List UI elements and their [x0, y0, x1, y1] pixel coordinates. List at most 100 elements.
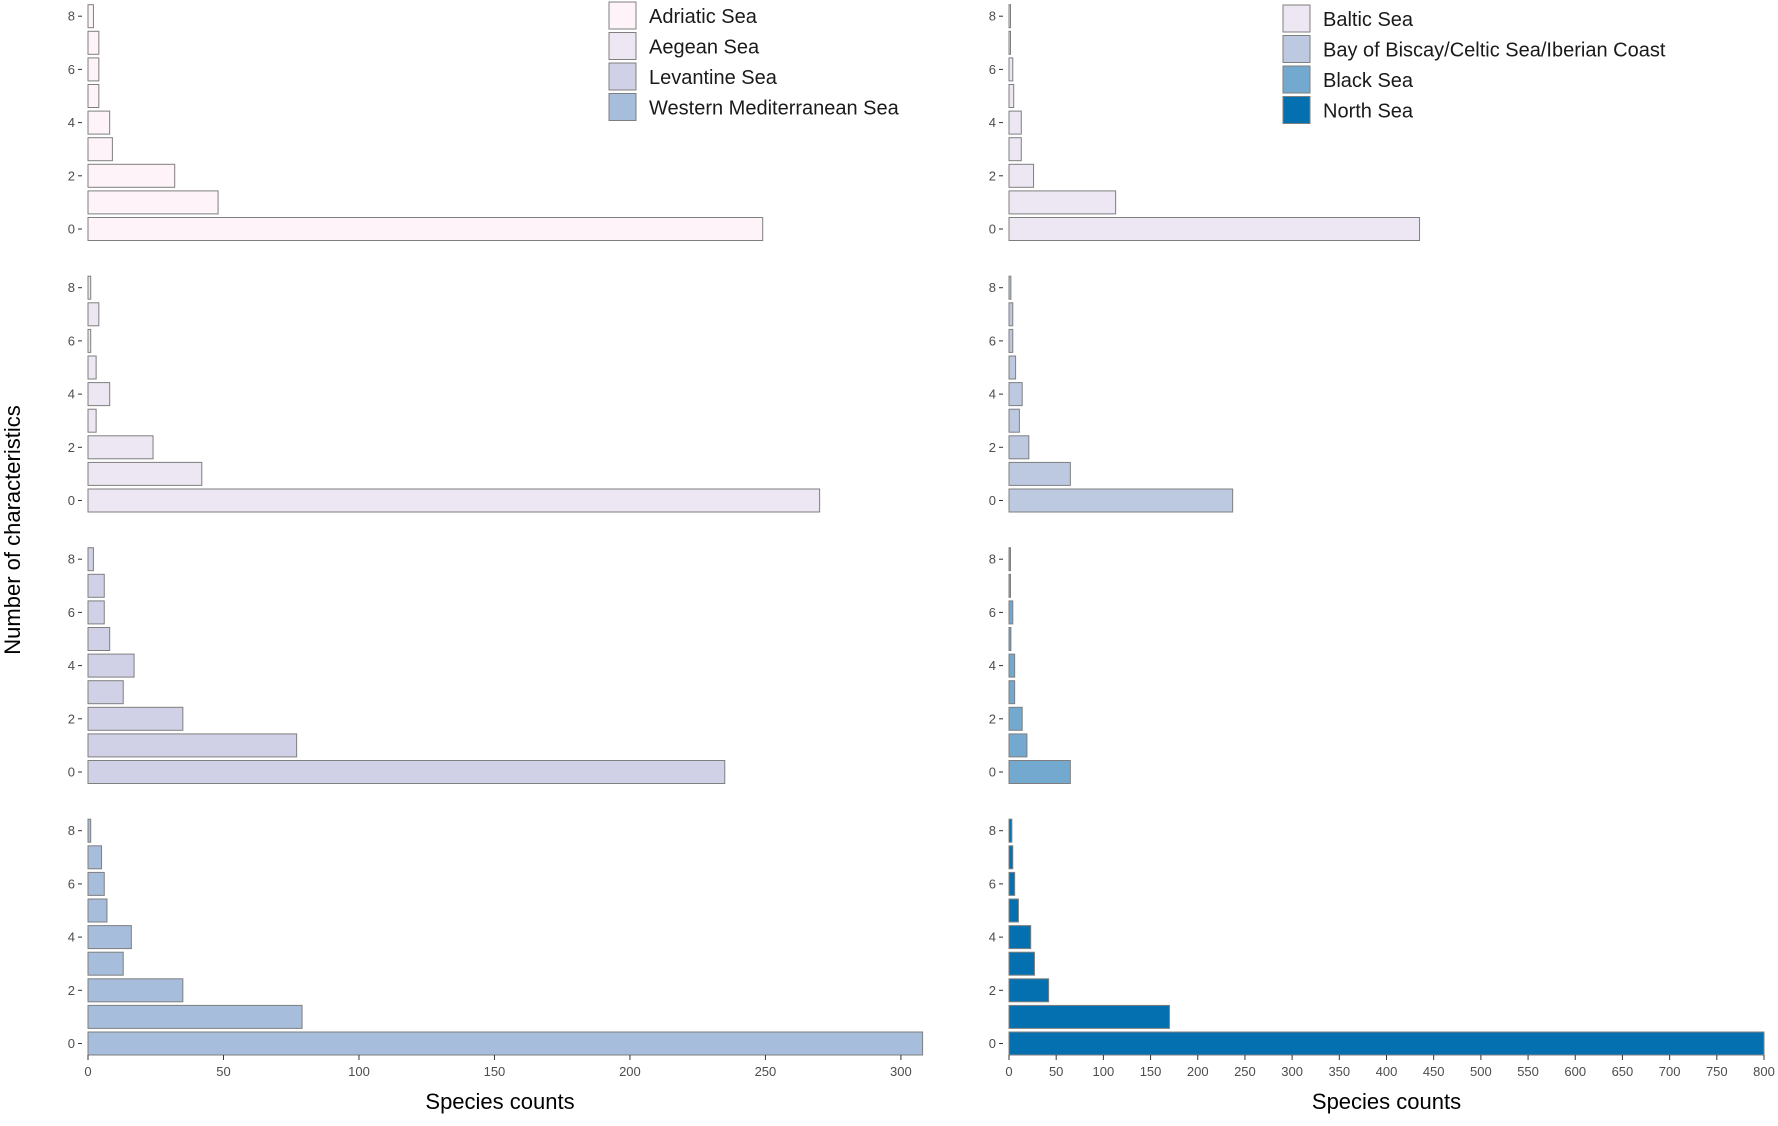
x-tick-label: 450 — [1423, 1064, 1445, 1079]
x-tick-label: 0 — [84, 1064, 91, 1079]
x-tick-label: 250 — [1234, 1064, 1256, 1079]
bar-bay-of-biscay-celtic-sea-iberian-coast-5 — [1008, 355, 1017, 380]
bar-baltic-sea-0 — [1008, 217, 1421, 241]
x-tick-label: 300 — [890, 1064, 912, 1079]
bar-north-sea-8 — [1008, 818, 1013, 843]
bar-black-sea-1 — [1008, 733, 1028, 758]
y-tick-label: 4 — [989, 387, 996, 402]
bar-black-sea-8 — [1008, 547, 1011, 572]
bar-levantine-sea-6 — [87, 600, 105, 625]
y-tick-label: 4 — [68, 658, 75, 673]
bar-north-sea-3 — [1008, 951, 1035, 976]
bar-western-mediterranean-sea-5 — [87, 898, 108, 923]
legend-label-north-sea: North Sea — [1323, 101, 1414, 123]
bar-levantine-sea-2 — [87, 706, 184, 731]
y-tick-label: 0 — [989, 765, 996, 780]
x-tick-label: 0 — [1005, 1064, 1012, 1079]
y-tick-label: 0 — [68, 222, 75, 237]
bar-black-sea-5 — [1008, 627, 1012, 651]
panel-levantine-sea: 0 2 4 6 8 — [68, 547, 726, 784]
x-tick-label: 350 — [1328, 1064, 1350, 1079]
bar-bay-of-biscay-celtic-sea-iberian-coast-2 — [1008, 435, 1030, 460]
legend-key-levantine-sea — [608, 62, 637, 91]
legend-key-baltic-sea — [1282, 4, 1311, 33]
legends-layer: Adriatic Sea Aegean Sea Levantine Sea Weste… — [608, 1, 1666, 124]
y-tick-label: 0 — [68, 493, 75, 508]
x-tick-label: 800 — [1753, 1064, 1775, 1079]
x-axis-title: Species counts — [1312, 1089, 1461, 1114]
y-tick-label: 4 — [68, 115, 75, 130]
bar-baltic-sea-8 — [1008, 4, 1011, 29]
panel-western-mediterranean-sea: 0 2 4 6 8 — [68, 818, 924, 1056]
legend-key-bay-of-biscay-celtic-sea-iberian-coast — [1282, 35, 1311, 63]
bar-bay-of-biscay-celtic-sea-iberian-coast-1 — [1008, 461, 1071, 486]
x-axis-column-1: 0 50 100 150 200 250 300 Species counts — [84, 1055, 912, 1114]
x-tick-label: 500 — [1470, 1064, 1492, 1079]
legend-label-black-sea: Black Sea — [1323, 70, 1414, 92]
bar-bay-of-biscay-celtic-sea-iberian-coast-0 — [1008, 488, 1234, 513]
bar-levantine-sea-3 — [87, 680, 124, 705]
y-tick-label: 6 — [989, 876, 996, 891]
bar-levantine-sea-7 — [87, 573, 105, 598]
x-tick-label: 650 — [1612, 1064, 1634, 1079]
bar-aegean-sea-2 — [87, 435, 154, 460]
legend-key-adriatic-sea — [608, 1, 637, 30]
bar-western-mediterranean-sea-3 — [87, 951, 124, 976]
bar-aegean-sea-8 — [87, 275, 92, 300]
bar-black-sea-2 — [1008, 706, 1023, 731]
bar-aegean-sea-6 — [87, 328, 92, 353]
bar-black-sea-4 — [1008, 653, 1016, 678]
chart-column-2: 0 2 4 6 8 0 2 4 6 8 0 2 4 6 8 0 2 4 6 8 0 50 100 150 200 250 300 35… — [989, 4, 1775, 1114]
x-tick-label: 600 — [1564, 1064, 1586, 1079]
bar-north-sea-1 — [1008, 1004, 1170, 1029]
bar-adriatic-sea-8 — [87, 4, 94, 29]
y-tick-label: 4 — [989, 115, 996, 130]
bar-adriatic-sea-0 — [87, 217, 764, 241]
bar-aegean-sea-7 — [87, 302, 100, 327]
bar-baltic-sea-4 — [1008, 110, 1022, 135]
y-tick-label: 6 — [68, 876, 75, 891]
x-axis-title: Species counts — [425, 1089, 574, 1114]
legend-key-aegean-sea — [608, 32, 637, 60]
panel-aegean-sea: 0 2 4 6 8 — [68, 275, 821, 513]
bar-adriatic-sea-4 — [87, 110, 111, 135]
chart-column-1: 0 2 4 6 8 0 2 4 6 8 0 2 4 6 8 0 2 4 6 8 0 50 100 150 200 250 300 Sp… — [68, 4, 924, 1114]
bar-levantine-sea-8 — [87, 547, 94, 572]
y-tick-label: 6 — [989, 62, 996, 77]
y-tick-label: 8 — [68, 9, 75, 24]
legend-label-levantine-sea: Levantine Sea — [649, 67, 778, 89]
legend-column-2: Baltic Sea Bay of Biscay/Celtic Sea/Iberi… — [1282, 4, 1666, 124]
y-tick-label: 4 — [68, 387, 75, 402]
bar-black-sea-7 — [1008, 573, 1011, 598]
legend-label-baltic-sea: Baltic Sea — [1323, 9, 1414, 31]
bar-baltic-sea-6 — [1008, 57, 1014, 82]
y-tick-label: 4 — [68, 930, 75, 945]
bar-western-mediterranean-sea-7 — [87, 845, 103, 870]
bar-aegean-sea-1 — [87, 461, 203, 486]
bar-levantine-sea-0 — [87, 760, 726, 784]
x-tick-label: 550 — [1517, 1064, 1539, 1079]
bar-levantine-sea-4 — [87, 653, 135, 678]
bar-adriatic-sea-3 — [87, 137, 113, 162]
y-tick-label: 2 — [989, 983, 996, 998]
legend-label-adriatic-sea: Adriatic Sea — [649, 6, 758, 28]
y-tick-label: 0 — [989, 1036, 996, 1051]
y-tick-label: 2 — [989, 168, 996, 183]
x-tick-label: 200 — [1187, 1064, 1209, 1079]
legend-key-north-sea — [1282, 96, 1311, 124]
bar-black-sea-3 — [1008, 680, 1016, 705]
bar-adriatic-sea-2 — [87, 163, 176, 188]
bar-north-sea-4 — [1008, 925, 1032, 950]
x-tick-label: 300 — [1281, 1064, 1303, 1079]
x-tick-label: 150 — [484, 1064, 506, 1079]
bar-western-mediterranean-sea-0 — [87, 1031, 924, 1056]
panel-baltic-sea: 0 2 4 6 8 — [989, 4, 1421, 241]
bar-adriatic-sea-1 — [87, 190, 219, 215]
legend-label-bay-of-biscay-celtic-sea-iberian-coast: Bay of Biscay/Celtic Sea/Iberian Coast — [1323, 40, 1666, 62]
y-tick-label: 6 — [68, 333, 75, 348]
bar-levantine-sea-5 — [87, 627, 111, 651]
y-tick-label: 6 — [989, 333, 996, 348]
y-tick-label: 6 — [68, 62, 75, 77]
